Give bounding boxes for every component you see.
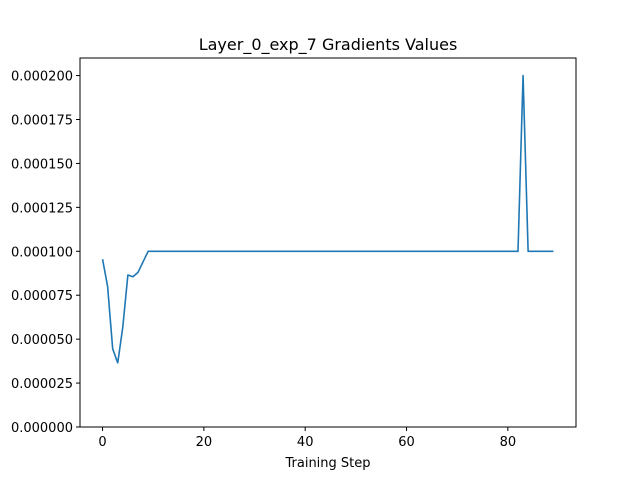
y-tick-label: 0.000025 bbox=[11, 377, 73, 392]
y-tick-label: 0.000000 bbox=[11, 421, 73, 436]
x-tick-label: 80 bbox=[500, 435, 517, 450]
plot-frame bbox=[79, 57, 577, 428]
y-tick-label: 0.000125 bbox=[11, 201, 73, 216]
y-axis: 0.000000 0.000025 0.000050 0.000075 0.000100… bbox=[11, 70, 80, 436]
y-tick-label: 0.000200 bbox=[11, 70, 73, 85]
x-axis-label: Training Step bbox=[284, 456, 370, 471]
x-tick-label: 40 bbox=[297, 435, 314, 450]
x-tick-label: 20 bbox=[196, 435, 213, 450]
y-tick-label: 0.000050 bbox=[11, 333, 73, 348]
x-tick-label: 0 bbox=[98, 435, 106, 450]
y-tick-label: 0.000175 bbox=[11, 114, 73, 129]
y-tick-label: 0.000075 bbox=[11, 289, 73, 304]
x-tick-label: 60 bbox=[398, 435, 415, 450]
x-axis: 0 20 40 60 80 bbox=[98, 427, 516, 450]
series-line-0 bbox=[101, 74, 554, 364]
plot-area bbox=[79, 57, 577, 428]
y-tick-label: 0.000150 bbox=[11, 157, 73, 172]
chart-title: Layer_0_exp_7 Gradients Values bbox=[199, 35, 458, 55]
y-tick-label: 0.000100 bbox=[11, 245, 73, 260]
